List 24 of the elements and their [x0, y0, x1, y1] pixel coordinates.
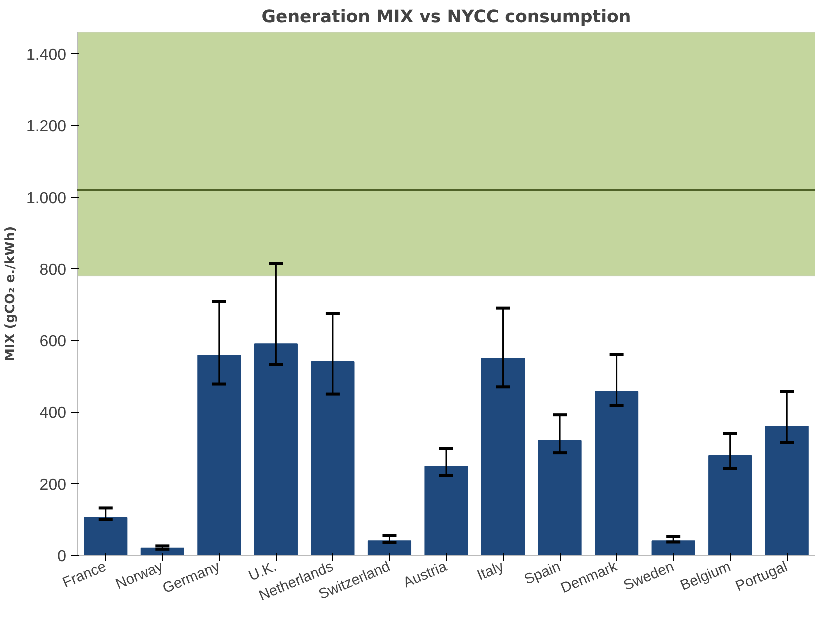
bar	[368, 540, 412, 556]
y-tick-label: 800	[40, 262, 67, 279]
chart-title: Generation MIX vs NYCC consumption	[262, 8, 632, 28]
y-tick-label: 600	[40, 334, 67, 351]
y-axis-title: MIX (gCO₂ e./kWh)	[3, 226, 18, 362]
bar	[84, 517, 128, 556]
x-tick-label: Austria	[401, 558, 450, 592]
bar	[595, 391, 639, 556]
bar	[424, 466, 468, 556]
bar	[254, 344, 298, 556]
y-tick-label: 400	[40, 405, 67, 422]
bar	[708, 455, 752, 556]
bar	[481, 358, 526, 556]
bar	[311, 362, 355, 556]
y-tick-label: 1.000	[26, 190, 67, 208]
x-tick-label: Italy	[475, 558, 508, 584]
bar	[538, 440, 582, 556]
bar	[765, 426, 809, 556]
bar	[198, 355, 242, 556]
bar	[652, 540, 696, 556]
y-tick-label: 0	[58, 548, 67, 566]
y-tick-label: 1.200	[26, 118, 67, 136]
y-tick-label: 1.400	[26, 46, 67, 64]
y-tick-label: 200	[40, 476, 67, 494]
